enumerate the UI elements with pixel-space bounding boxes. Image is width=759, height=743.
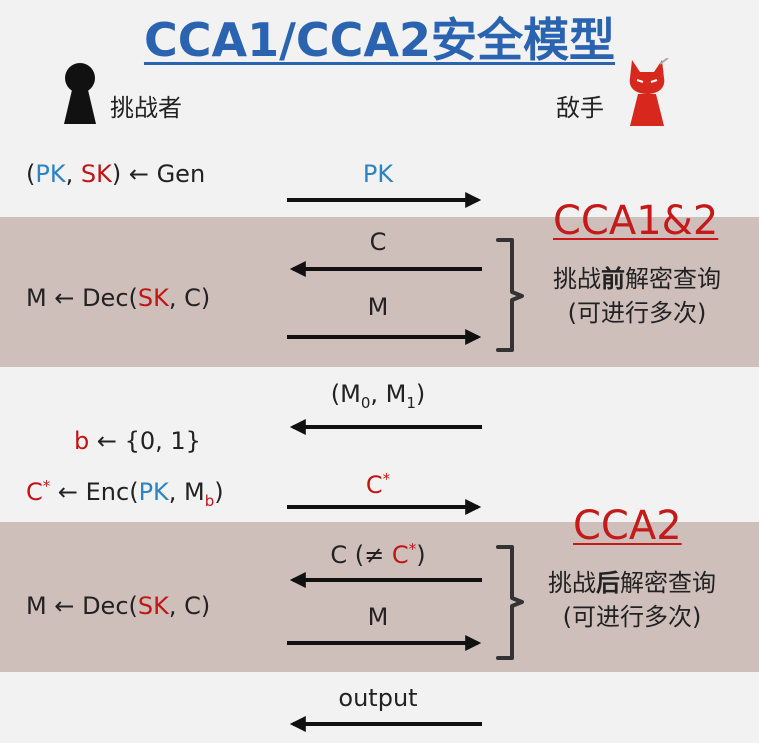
output-msg: output — [338, 684, 418, 712]
phase2-band — [0, 522, 759, 672]
phase1-brace — [496, 238, 524, 352]
phase2-note: 挑战后解密查询 (可进行多次) — [548, 569, 716, 631]
cca2-tag: CCA2 — [573, 503, 682, 549]
challenger-icon — [60, 62, 100, 128]
adversary-devil-icon — [624, 57, 670, 130]
phase1-msg-m: M — [367, 293, 389, 321]
msg-cstar: C* — [365, 470, 391, 499]
phase2-msg-c: C (≠ C*) — [330, 540, 426, 569]
phase2-msg-m: M — [367, 603, 389, 631]
phase2-brace — [496, 545, 524, 660]
phase1-msg-c: C — [369, 228, 387, 256]
bit-sample-statement: b ← {0, 1} — [74, 427, 201, 455]
msg-pk: PK — [362, 160, 394, 188]
page-title: CCA1/CCA2安全模型 — [143, 13, 616, 67]
phase1-dec-statement: M ← Dec(SK, C) — [26, 284, 211, 312]
challenger-label: 挑战者 — [110, 94, 182, 122]
cca1-tag: CCA1&2 — [553, 198, 719, 244]
challenge-msg-pair: (M0, M1) — [330, 380, 426, 412]
keygen-statement: (PK, SK) ← Gen — [26, 160, 206, 188]
enc-statement: C* ← Enc(PK, Mb) — [26, 477, 224, 510]
phase1-note: 挑战前解密查询 (可进行多次) — [553, 265, 721, 327]
phase1-band — [0, 217, 759, 367]
adversary-label: 敌手 — [556, 94, 604, 122]
phase2-dec-statement: M ← Dec(SK, C) — [26, 592, 211, 620]
